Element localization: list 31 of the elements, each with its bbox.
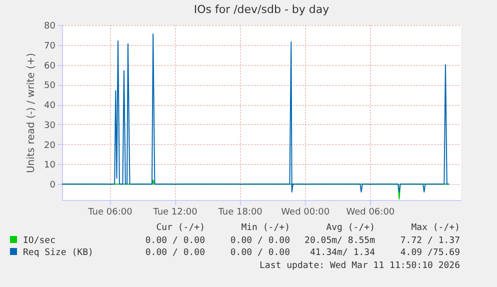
text: 20.05m/ 8.55m [304,234,375,247]
text: Cur (-/+) [155,222,205,234]
text: Max (-/+) [410,222,460,234]
legend-label: IO/sec [22,234,57,247]
text: Min (-/+) [240,222,290,234]
text: Avg (-/+) [325,222,375,234]
text: 0.00 / 0.00 [229,247,290,260]
y-tick-label: 10 [44,160,56,171]
y-tick-label: 30 [44,120,56,131]
x-tick-label: Tue 06:00 [87,208,133,218]
text: 4.09 /75.69 [399,247,460,260]
legend-label: Req Size (KB) [22,247,94,260]
y-axis-title: Units read (-) / write (+) [26,52,38,174]
text: 0.00 / 0.00 [144,234,205,247]
text: Last update: Wed Mar 11 11:50:10 2026 [258,260,460,272]
x-tick-label: Wed 06:00 [346,208,395,218]
chart-title: IOs for /dev/sdb - by day [194,3,330,16]
x-tick-label: Wed 00:00 [281,208,330,218]
text: 41.34m/ 1.34 [308,247,375,260]
y-tick-label: 70 [44,41,56,52]
x-tick-label: Tue 18:00 [217,208,263,218]
text: 0.00 / 0.00 [229,234,290,247]
y-tick-label: 50 [44,81,56,92]
text: 0.00 / 0.00 [144,247,205,260]
y-tick-label: 40 [44,101,56,112]
y-tick-label: 60 [44,61,56,72]
x-tick-label: Tue 12:00 [152,208,198,218]
y-tick-label: 20 [44,140,56,151]
text: 7.72 / 1.37 [399,234,460,247]
y-tick-label: 80 [44,22,56,32]
y-tick-label: 0 [50,180,56,191]
